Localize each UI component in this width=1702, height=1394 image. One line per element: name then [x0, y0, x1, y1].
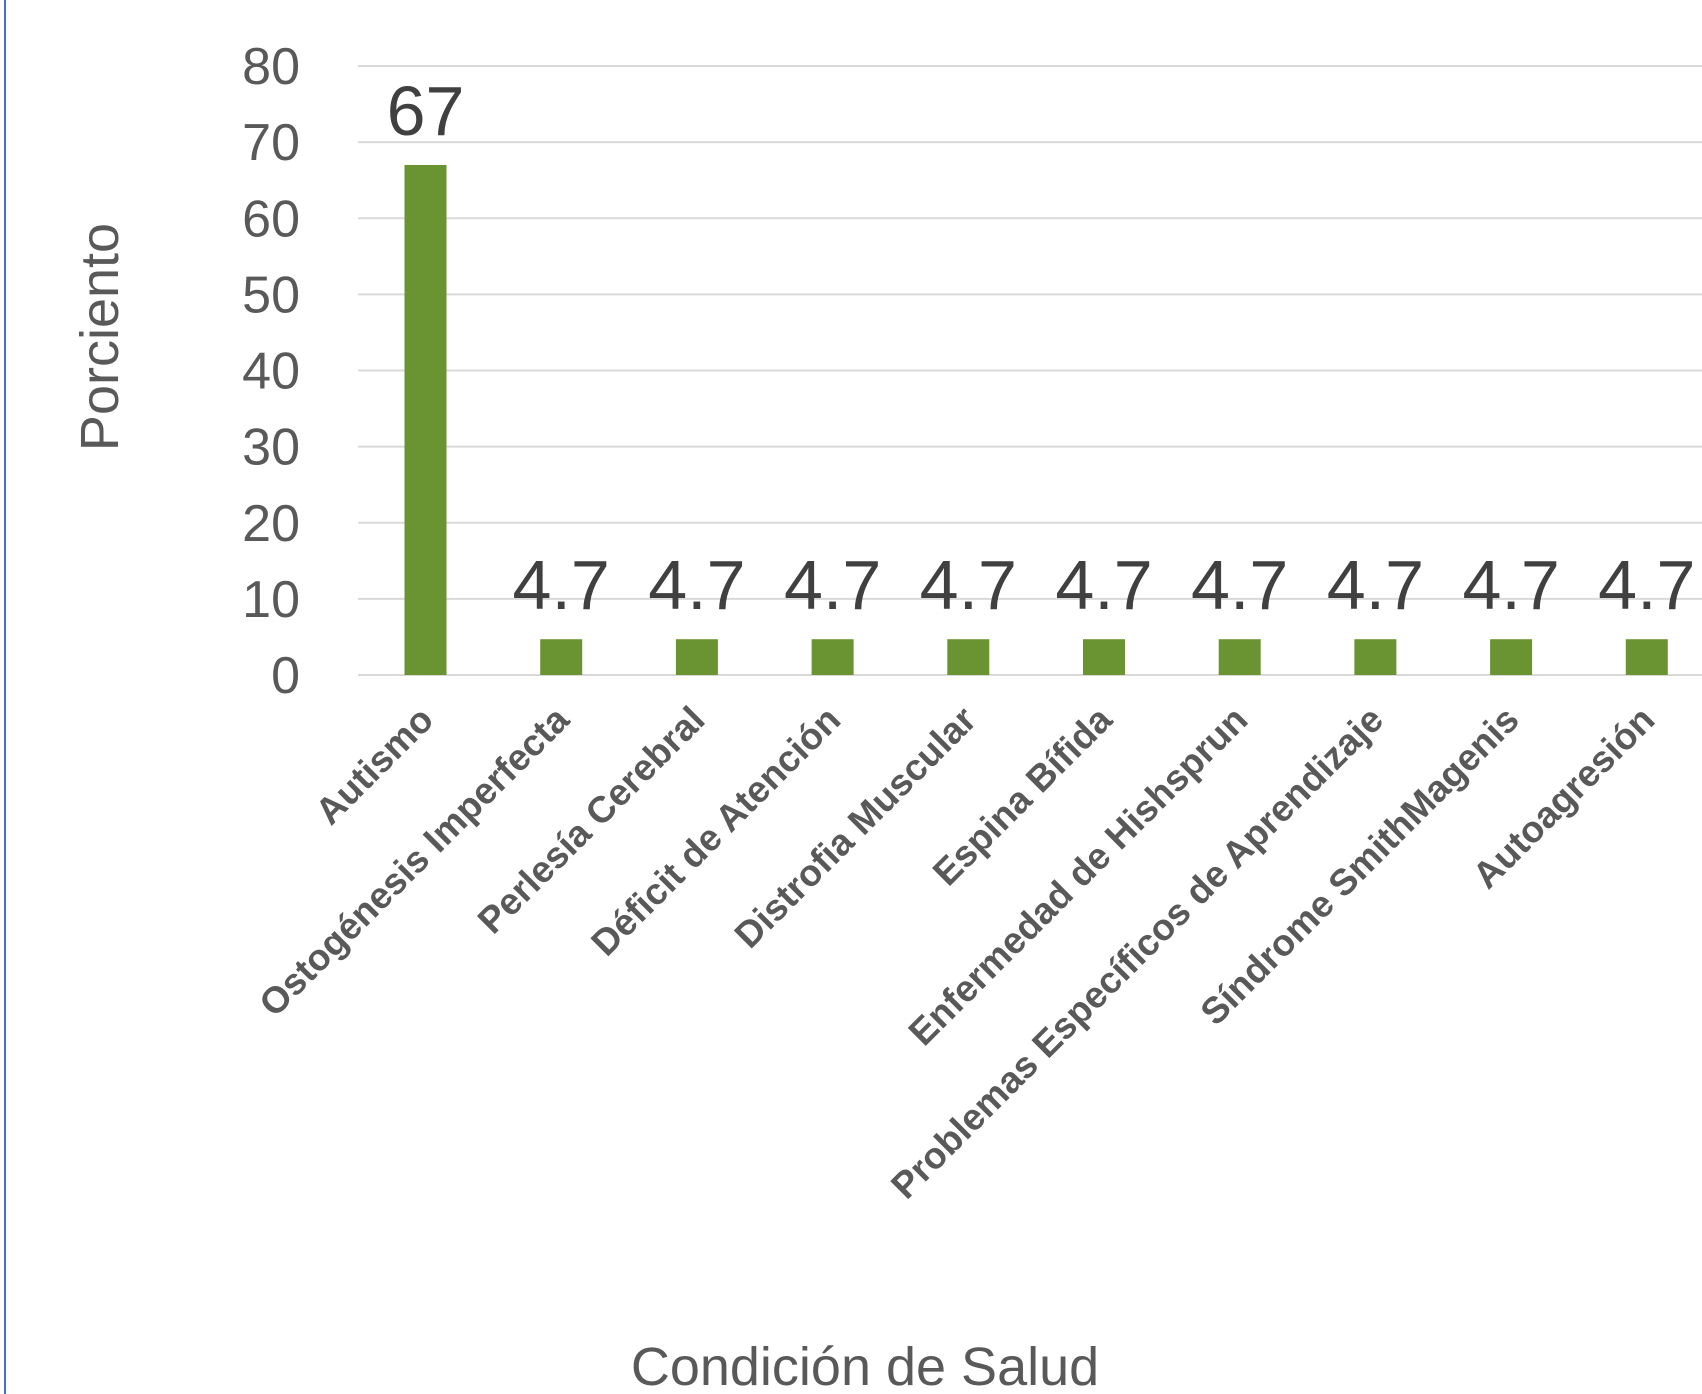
- y-tick-label: 40: [242, 343, 300, 401]
- bar: [404, 164, 447, 675]
- x-tick-label: Problemas Específicos de Aprendizaje: [883, 699, 1391, 1207]
- y-tick-label: 50: [242, 266, 300, 324]
- y-tick-label: 0: [271, 647, 300, 705]
- data-label: 4.7: [920, 546, 1017, 624]
- y-tick-label: 10: [242, 571, 300, 629]
- x-tick-label: Déficit de Atención: [583, 699, 848, 964]
- bar: [1490, 639, 1533, 675]
- bar: [947, 639, 990, 675]
- data-label: 67: [387, 72, 465, 150]
- bar: [1083, 639, 1125, 675]
- data-label: 4.7: [1462, 546, 1559, 624]
- data-label: 4.7: [1598, 546, 1695, 624]
- x-tick-label: Autismo: [308, 699, 442, 833]
- y-tick-label: 30: [242, 419, 300, 477]
- bar: [675, 639, 718, 675]
- y-tick-label: 60: [242, 190, 300, 248]
- y-tick-label: 70: [242, 114, 300, 172]
- bar: [811, 639, 854, 675]
- x-tick-label: Perlesía Cerebral: [470, 699, 713, 942]
- data-label: 4.7: [1191, 546, 1288, 624]
- data-label: 4.7: [1055, 546, 1152, 624]
- x-tick-label: Distrofia Muscular: [727, 699, 984, 956]
- bar: [540, 639, 583, 675]
- data-label: 4.7: [648, 546, 745, 624]
- bar: [1354, 639, 1397, 675]
- y-tick-label: 20: [242, 495, 300, 553]
- data-label: 4.7: [784, 546, 881, 624]
- bar: [1218, 639, 1261, 675]
- x-axis-label: Condición de Salud: [631, 1337, 1099, 1394]
- y-axis-label: Porciento: [70, 223, 130, 451]
- data-label: 4.7: [513, 546, 610, 624]
- data-label: 4.7: [1327, 546, 1424, 624]
- bar: [1625, 639, 1668, 675]
- y-tick-label: 80: [242, 38, 300, 96]
